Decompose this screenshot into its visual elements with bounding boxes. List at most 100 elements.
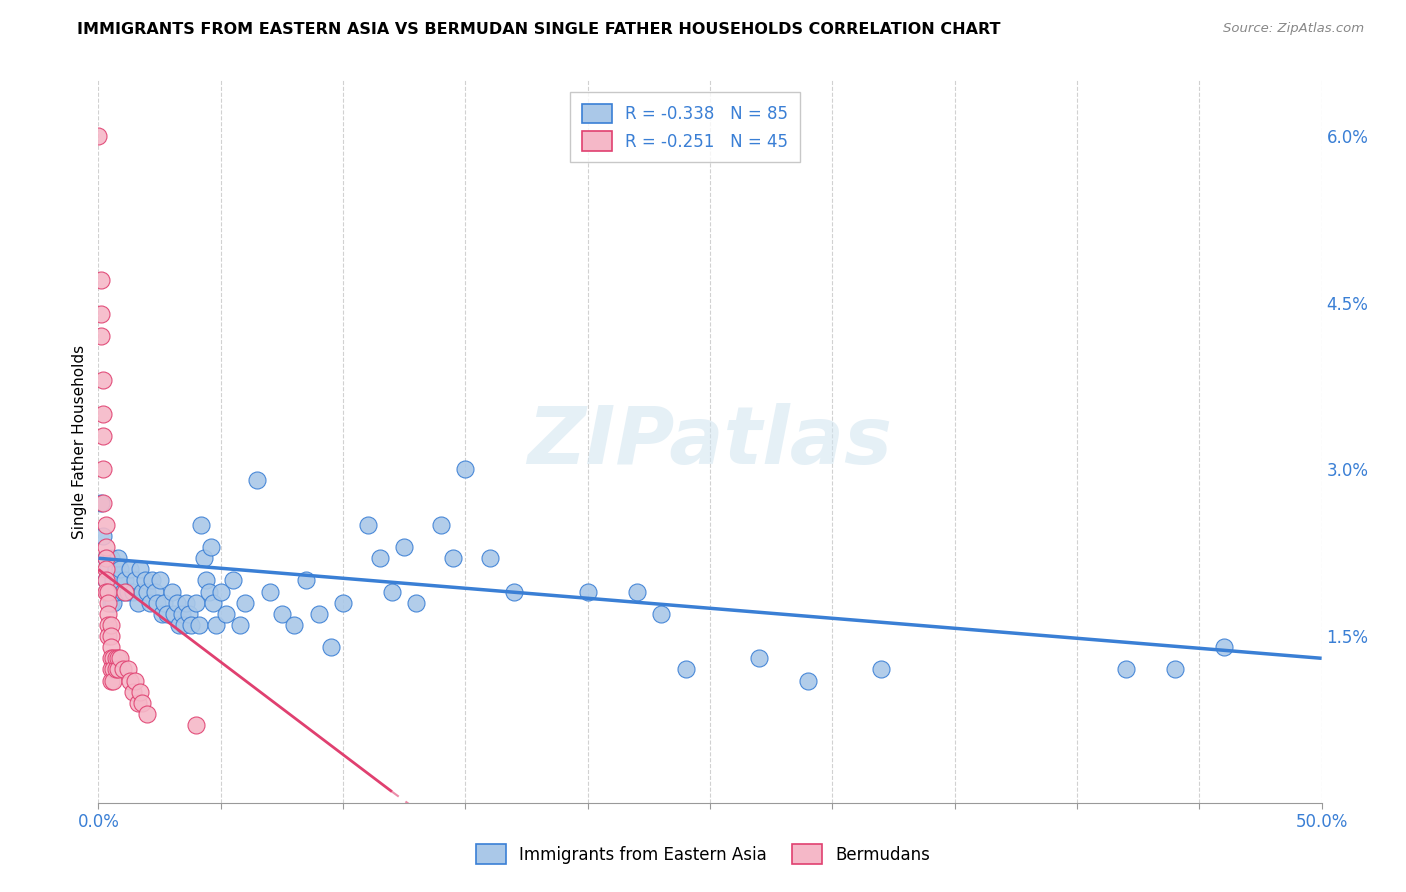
- Point: [97, 584, 120, 599]
- Point: [141, 574, 163, 588]
- Point: [124, 574, 146, 588]
- Point: [229, 618, 252, 632]
- Point: [114, 574, 136, 588]
- Point: [101, 662, 124, 676]
- Point: [392, 540, 416, 554]
- Point: [1212, 640, 1234, 655]
- Point: [101, 673, 124, 688]
- Point: [114, 584, 136, 599]
- Point: [97, 629, 120, 643]
- Point: [121, 584, 143, 599]
- Point: [97, 607, 120, 621]
- Point: [748, 651, 770, 665]
- Point: [675, 662, 697, 676]
- Point: [405, 596, 427, 610]
- Point: [190, 517, 212, 532]
- Point: [233, 596, 256, 610]
- Point: [202, 596, 225, 610]
- Point: [319, 640, 342, 655]
- Point: [91, 462, 114, 476]
- Point: [167, 618, 190, 632]
- Point: [139, 596, 162, 610]
- Point: [163, 607, 186, 621]
- Point: [104, 651, 127, 665]
- Point: [187, 618, 209, 632]
- Point: [94, 574, 117, 588]
- Point: [441, 551, 464, 566]
- Point: [270, 607, 294, 621]
- Point: [100, 629, 122, 643]
- Point: [117, 584, 139, 599]
- Point: [94, 574, 117, 588]
- Point: [160, 584, 183, 599]
- Point: [209, 584, 232, 599]
- Point: [129, 562, 152, 576]
- Point: [650, 607, 672, 621]
- Point: [149, 574, 172, 588]
- Point: [131, 584, 153, 599]
- Point: [91, 373, 114, 387]
- Point: [90, 273, 112, 287]
- Point: [90, 496, 112, 510]
- Point: [170, 607, 193, 621]
- Point: [503, 584, 526, 599]
- Point: [368, 551, 391, 566]
- Point: [205, 618, 228, 632]
- Point: [90, 329, 112, 343]
- Point: [111, 584, 134, 599]
- Point: [117, 662, 139, 676]
- Point: [173, 618, 195, 632]
- Point: [150, 607, 173, 621]
- Point: [214, 607, 236, 621]
- Point: [104, 584, 127, 599]
- Point: [626, 584, 648, 599]
- Point: [94, 584, 117, 599]
- Point: [283, 618, 305, 632]
- Point: [91, 496, 114, 510]
- Point: [97, 584, 120, 599]
- Point: [143, 584, 166, 599]
- Point: [107, 662, 129, 676]
- Point: [136, 706, 159, 721]
- Point: [111, 662, 134, 676]
- Point: [101, 574, 124, 588]
- Point: [91, 429, 114, 443]
- Point: [110, 651, 132, 665]
- Point: [177, 607, 200, 621]
- Point: [576, 584, 599, 599]
- Text: IMMIGRANTS FROM EASTERN ASIA VS BERMUDAN SINGLE FATHER HOUSEHOLDS CORRELATION CH: IMMIGRANTS FROM EASTERN ASIA VS BERMUDAN…: [77, 22, 1001, 37]
- Point: [200, 540, 222, 554]
- Point: [97, 562, 120, 576]
- Point: [120, 562, 142, 576]
- Point: [129, 684, 152, 698]
- Point: [94, 540, 117, 554]
- Point: [430, 517, 453, 532]
- Point: [91, 529, 114, 543]
- Point: [97, 618, 120, 632]
- Point: [127, 596, 149, 610]
- Point: [332, 596, 354, 610]
- Point: [107, 651, 129, 665]
- Point: [193, 551, 215, 566]
- Point: [156, 607, 179, 621]
- Point: [246, 474, 269, 488]
- Point: [153, 596, 176, 610]
- Point: [127, 696, 149, 710]
- Point: [101, 651, 124, 665]
- Point: [186, 718, 208, 732]
- Point: [104, 562, 127, 576]
- Point: [91, 407, 114, 421]
- Point: [94, 551, 117, 566]
- Point: [100, 651, 122, 665]
- Point: [100, 640, 122, 655]
- Point: [94, 562, 117, 576]
- Y-axis label: Single Father Households: Single Father Households: [72, 344, 87, 539]
- Point: [478, 551, 501, 566]
- Point: [195, 574, 218, 588]
- Point: [100, 673, 122, 688]
- Point: [131, 696, 153, 710]
- Point: [259, 584, 281, 599]
- Point: [180, 618, 202, 632]
- Legend: Immigrants from Eastern Asia, Bermudans: Immigrants from Eastern Asia, Bermudans: [470, 838, 936, 871]
- Point: [100, 618, 122, 632]
